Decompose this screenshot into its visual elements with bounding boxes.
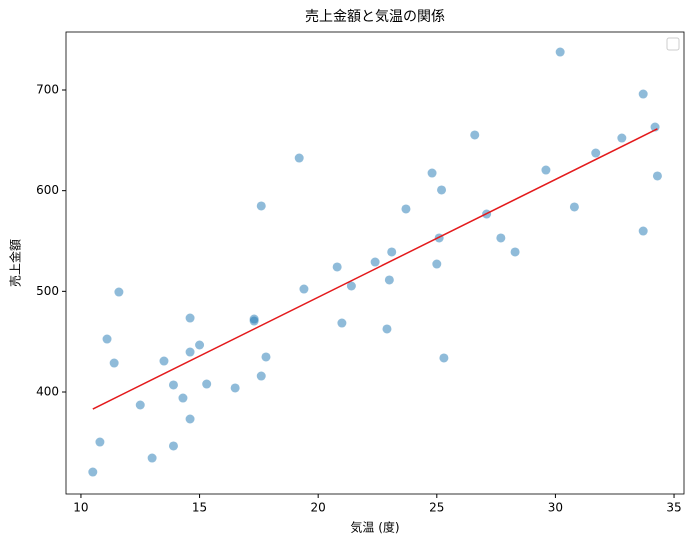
legend (666, 37, 680, 51)
point (159, 356, 169, 366)
point (370, 257, 380, 267)
point (299, 284, 309, 294)
point (432, 259, 442, 269)
point (346, 281, 356, 291)
point (510, 247, 520, 257)
chart-title: 売上金額と気温の関係 (305, 9, 445, 25)
point (496, 233, 506, 243)
x-tick-label: 10 (73, 501, 88, 515)
point (382, 324, 392, 334)
point (569, 202, 579, 212)
point (256, 201, 266, 211)
x-tick-label: 30 (548, 501, 563, 515)
point (617, 133, 627, 143)
y-axis-label: 売上金額 (8, 239, 23, 287)
point (249, 316, 259, 326)
point (652, 171, 662, 181)
point (427, 168, 437, 178)
point (168, 441, 178, 451)
point (102, 334, 112, 344)
y-tick-label: 400 (36, 385, 59, 399)
x-tick-label: 25 (429, 501, 444, 515)
point (470, 130, 480, 140)
point (114, 287, 124, 297)
point (294, 153, 304, 163)
y-tick-label: 700 (36, 82, 59, 96)
y-tick-label: 500 (36, 284, 59, 298)
x-tick-label: 35 (666, 501, 681, 515)
point (230, 383, 240, 393)
point (387, 247, 397, 257)
point (185, 414, 195, 424)
point (185, 347, 195, 357)
x-tick-label: 15 (192, 501, 207, 515)
point (555, 47, 565, 57)
point (135, 400, 145, 410)
point (337, 318, 347, 328)
point (168, 380, 178, 390)
point (638, 89, 648, 99)
fit-line (92, 128, 658, 410)
point (195, 340, 205, 350)
point (95, 437, 105, 447)
point (88, 467, 98, 477)
point (147, 453, 157, 463)
point (185, 313, 195, 323)
point (591, 148, 601, 158)
point (401, 204, 411, 214)
plot-frame (65, 31, 685, 495)
point (437, 185, 447, 195)
point (109, 358, 119, 368)
point (541, 165, 551, 175)
x-tick-label: 20 (311, 501, 326, 515)
x-axis-label: 気温 (度) (350, 520, 399, 535)
point (439, 353, 449, 363)
point (178, 393, 188, 403)
point (384, 275, 394, 285)
point (261, 352, 271, 362)
point (332, 262, 342, 272)
point (256, 371, 266, 381)
point (202, 379, 212, 389)
point (638, 226, 648, 236)
y-tick-label: 600 (36, 183, 59, 197)
